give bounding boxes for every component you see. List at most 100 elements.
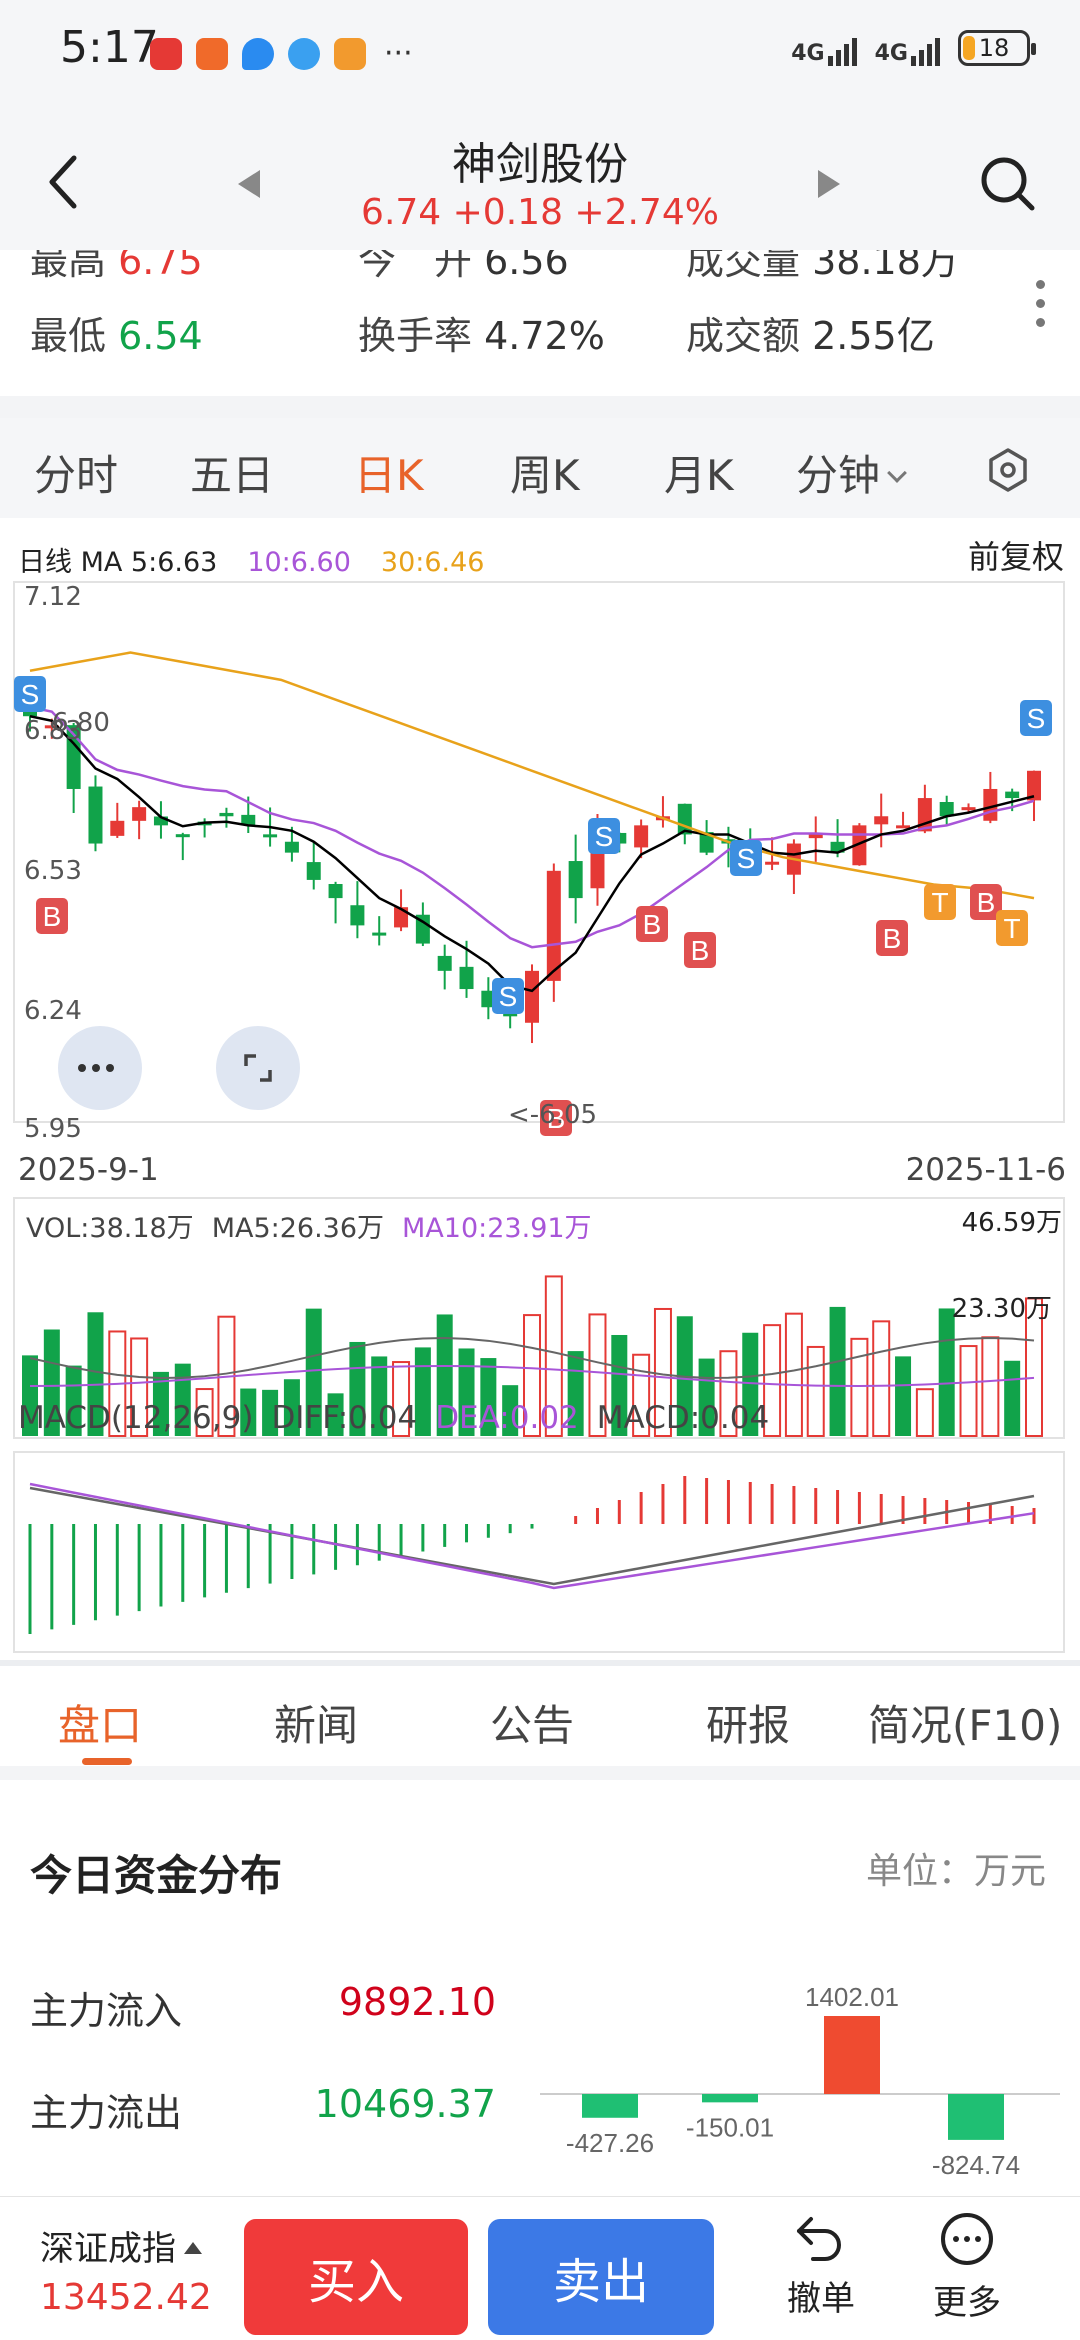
stat-amount: 成交额 2.55亿 xyxy=(686,305,935,360)
volume-ma10-line xyxy=(29,1365,1035,1387)
take-profit-marker xyxy=(996,910,1028,946)
fund-bar-value: -824.74 xyxy=(932,2150,1020,2180)
main-inflow-value: 9892.10 xyxy=(338,1980,496,2024)
volume-bar xyxy=(130,1337,149,1438)
stock-name: 神剑股份 xyxy=(452,139,628,190)
main-inflow-label: 主力流入 xyxy=(30,1989,183,2033)
buy-signal-marker-label: B xyxy=(643,909,662,940)
candle-body xyxy=(525,970,539,1023)
tab-minute[interactable]: 分钟 xyxy=(796,442,907,503)
status-time: 5:17 xyxy=(60,22,159,73)
price-panel-border xyxy=(13,581,1065,1123)
chevron-down-icon xyxy=(887,463,907,483)
candle-body xyxy=(765,861,780,865)
volume-bar xyxy=(480,1358,497,1436)
candle-body xyxy=(44,725,59,729)
take-profit-marker xyxy=(924,884,956,920)
volume-bar xyxy=(763,1324,782,1438)
expand-icon xyxy=(244,1054,272,1082)
volume-bar xyxy=(87,1312,104,1436)
stat-volume: 成交量 38.18万 xyxy=(686,250,959,285)
tab-daily-k[interactable]: 日K xyxy=(354,451,424,500)
search-icon[interactable] xyxy=(978,154,1038,214)
y-tick-2: 6.83 xyxy=(24,716,82,746)
volume-bar xyxy=(174,1363,191,1436)
sell-signal-marker-label: S xyxy=(499,981,518,1012)
sell-button[interactable]: 卖出 xyxy=(488,2219,714,2335)
fund-bar xyxy=(948,2094,1004,2140)
info-tabs: 盘口 新闻 公告 研报 简况(F10) xyxy=(0,1666,1080,1766)
stock-header: 神剑股份 6.74 +0.18 +2.74% xyxy=(0,100,1080,250)
chart-more-button[interactable] xyxy=(58,1026,142,1110)
buy-signal-marker xyxy=(36,898,68,934)
fullscreen-button[interactable] xyxy=(216,1026,300,1110)
volume-bar xyxy=(240,1388,257,1436)
more-notifications-icon: ··· xyxy=(384,36,413,71)
stat-turnover-value: 4.72% xyxy=(484,314,605,358)
fund-flow-bar-chart: -427.26 -150.01 1402.01 -824.74 xyxy=(540,1982,1060,2180)
sell-signal-marker-label: S xyxy=(21,679,40,710)
vol-legend: VOL:38.18万 xyxy=(26,1213,194,1244)
index-selector[interactable]: 深证成指 xyxy=(40,2221,202,2270)
tab-intraday[interactable]: 分时 xyxy=(34,451,119,500)
volume-bar xyxy=(895,1356,912,1436)
ma-legend: 日线 MA 5:6.63 10:6.60 30:6.46 xyxy=(18,540,514,579)
y-tick-min: 5.95 xyxy=(24,1114,82,1144)
tab-order-book[interactable]: 盘口 xyxy=(58,1701,143,1750)
video-app-icon xyxy=(334,37,366,70)
volume-bar xyxy=(436,1314,453,1436)
low-price-marker: <-6.05 xyxy=(508,1100,598,1130)
next-stock-icon[interactable] xyxy=(818,170,840,198)
stat-high: 最高 6.75 xyxy=(30,250,203,285)
candle-body xyxy=(350,905,365,926)
volume-bar xyxy=(742,1332,759,1436)
undo-icon xyxy=(797,2217,841,2261)
volume-bar xyxy=(1025,1297,1043,1437)
cancel-order-label: 撤单 xyxy=(787,2279,855,2319)
candle-body xyxy=(459,966,474,990)
candle-body xyxy=(830,841,845,853)
volume-bar xyxy=(195,1388,214,1437)
settings-icon[interactable] xyxy=(986,448,1030,492)
prev-stock-icon[interactable] xyxy=(238,170,260,198)
candle-body xyxy=(88,786,103,844)
stat-open: 今 开 6.56 xyxy=(358,250,569,285)
more-button[interactable]: 更多 xyxy=(912,2211,1022,2324)
volume-bar xyxy=(305,1308,322,1436)
macd-dea-line xyxy=(29,1482,1035,1590)
y-tick-3: 6.80 xyxy=(52,708,110,738)
y-tick-max: 7.12 xyxy=(24,582,82,612)
stat-volume-label: 成交量 xyxy=(686,250,801,283)
tab-research[interactable]: 研报 xyxy=(706,1701,791,1750)
adjust-mode-button[interactable]: 前复权 xyxy=(967,538,1064,576)
cancel-order-button[interactable]: 撤单 xyxy=(766,2211,876,2320)
volume-bar xyxy=(43,1329,60,1436)
tab-profile-f10[interactable]: 简况(F10) xyxy=(868,1701,1063,1750)
macd-diff: DIFF:0.04 xyxy=(271,1400,418,1436)
candle-body xyxy=(263,834,278,838)
tab-announcements[interactable]: 公告 xyxy=(490,1701,575,1750)
volume-bar xyxy=(327,1393,344,1436)
fund-bar xyxy=(824,2016,880,2094)
tab-five-day[interactable]: 五日 xyxy=(190,451,275,500)
sell-signal-marker xyxy=(492,978,524,1014)
candle-body xyxy=(284,841,299,853)
kebab-menu-icon[interactable] xyxy=(1036,280,1046,337)
tab-weekly-k[interactable]: 周K xyxy=(510,451,580,500)
tab-news[interactable]: 新闻 xyxy=(274,1701,359,1750)
stat-open-value: 6.56 xyxy=(484,250,569,283)
volume-bar xyxy=(632,1353,651,1438)
sell-signal-marker xyxy=(14,676,46,712)
back-arrow-icon[interactable] xyxy=(44,152,84,212)
candle-body xyxy=(939,802,954,817)
stat-high-label: 最高 xyxy=(30,250,107,283)
candle-body xyxy=(372,932,387,936)
fund-bar-value: 1402.01 xyxy=(805,1982,899,2012)
more-dots-icon xyxy=(78,1064,114,1072)
shopping-app-icon xyxy=(196,37,228,70)
status-right: 4G 4G 18 xyxy=(791,30,1036,66)
tab-monthly-k[interactable]: 月K xyxy=(664,451,734,500)
buy-button[interactable]: 买入 xyxy=(244,2219,468,2335)
candle-body xyxy=(153,816,168,826)
